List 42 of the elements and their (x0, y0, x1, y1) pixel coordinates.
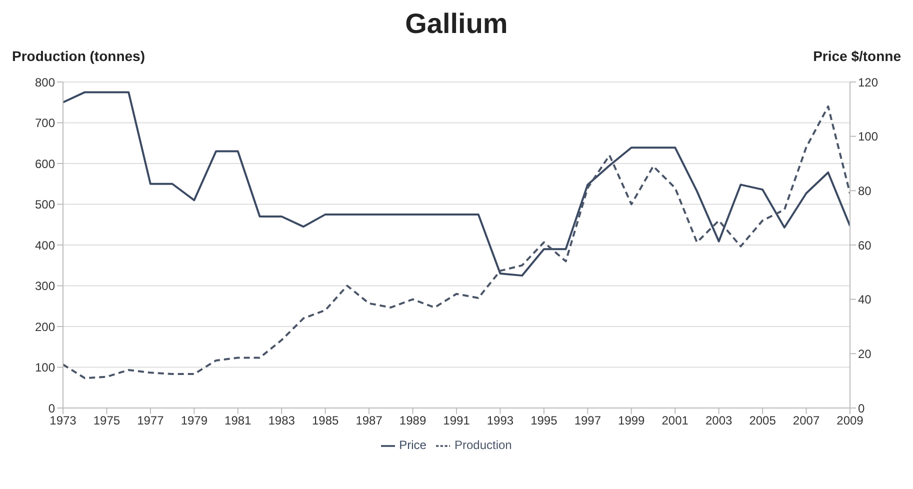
x-tick-label: 1973 (50, 414, 77, 428)
y2-tick-label: 120 (858, 75, 878, 90)
x-tick-label: 2001 (662, 414, 689, 428)
x-tick-label: 2005 (749, 414, 776, 428)
y-tick-label: 400 (34, 238, 56, 252)
y2-tick-label: 60 (858, 238, 872, 252)
line-series (63, 91, 850, 277)
y2-tick-label: 40 (858, 292, 872, 307)
y-tick-label: 300 (34, 279, 56, 294)
line-series (63, 105, 850, 380)
y-tick-label: 700 (34, 116, 56, 130)
x-tick-label: 2009 (836, 414, 864, 428)
y-tick-label: 600 (34, 156, 56, 171)
legend-label: Production (454, 438, 512, 452)
x-tick-label: 1985 (312, 414, 340, 428)
y-axis-title: Production (tonnes) (12, 48, 145, 66)
x-tick-label: 2007 (792, 414, 820, 428)
x-tick-label: 1989 (399, 414, 426, 428)
legend-label: Price (399, 438, 426, 452)
y-tick-label: 800 (34, 75, 56, 90)
x-tick-label: 1997 (574, 414, 602, 428)
y-tick-label: 500 (34, 198, 56, 212)
x-tick-label: 1979 (180, 414, 208, 428)
y2-tick-label: 100 (858, 130, 878, 144)
y-tick-label: 0 (48, 401, 56, 416)
x-tick-label: 1999 (618, 414, 646, 428)
x-tick-label: 1987 (356, 414, 383, 428)
y2-tick-label: 20 (858, 346, 872, 361)
chart-title: Gallium (404, 8, 509, 41)
y2-axis-title: Price $/tonne (813, 48, 901, 66)
y2-tick-label: 80 (858, 184, 872, 198)
x-tick-label: 2003 (705, 414, 733, 428)
y-tick-label: 200 (34, 320, 56, 334)
y-tick-label: 100 (34, 360, 56, 375)
x-tick-label: 1977 (137, 414, 164, 428)
x-tick-label: 1993 (486, 414, 514, 428)
x-tick-label: 1995 (530, 414, 558, 428)
x-tick-label: 1981 (224, 414, 252, 428)
x-tick-label: 1991 (443, 414, 470, 428)
y2-tick-label: 0 (858, 401, 865, 416)
x-tick-label: 1975 (93, 414, 120, 428)
x-tick-label: 1983 (268, 414, 296, 428)
